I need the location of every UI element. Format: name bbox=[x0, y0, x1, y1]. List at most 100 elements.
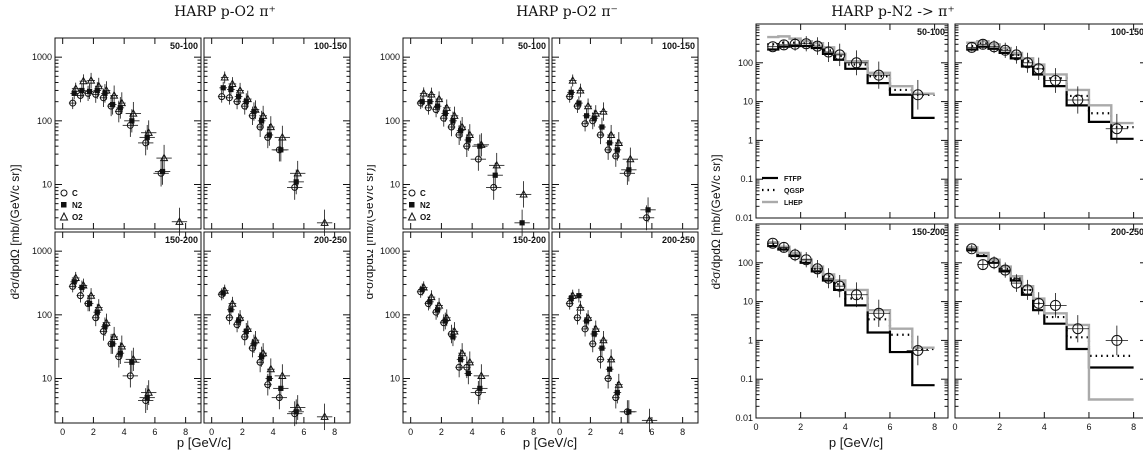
data-point-n2 bbox=[427, 299, 433, 305]
x-tick-label: 2 bbox=[997, 422, 1002, 432]
legend-marker-c bbox=[408, 189, 416, 197]
data-point-o2 bbox=[94, 81, 104, 90]
data-point-n2 bbox=[607, 140, 613, 146]
data-point-n2 bbox=[465, 137, 471, 143]
figure-p-o2-pi-minus: HARP p-O2 π⁻ p [GeV/c] d²σ/dpdΩ [mb/(GeV/… bbox=[362, 0, 727, 459]
data-point-o2 bbox=[320, 412, 329, 420]
data-point-n2 bbox=[450, 334, 456, 340]
data-point-n2 bbox=[129, 118, 135, 124]
y-tick-label: 100 bbox=[738, 258, 753, 268]
data-point-c bbox=[225, 314, 233, 322]
data-point-o2 bbox=[251, 335, 260, 344]
data-point-n2 bbox=[235, 94, 242, 100]
data-point-n2 bbox=[86, 88, 93, 94]
x-tick-label: 6 bbox=[887, 422, 892, 432]
y-axis-label: d²σ/dpdΩ [mb/(GeV/c sr)] bbox=[8, 164, 22, 299]
data-point-harp bbox=[1111, 334, 1123, 346]
panel-200-250: 0 2 4 6 8 200-250 bbox=[952, 223, 1143, 432]
y-tick-label: 1000 bbox=[380, 246, 400, 256]
data-point-harp bbox=[988, 257, 1000, 269]
legend-marker-c bbox=[60, 189, 68, 197]
data-point-o2 bbox=[251, 104, 260, 113]
data-point-n2 bbox=[591, 115, 597, 121]
panel-label: 50-100 bbox=[170, 41, 198, 51]
data-point-o2 bbox=[86, 75, 96, 84]
data-point-harp bbox=[850, 289, 862, 301]
data-point-o2 bbox=[419, 282, 428, 291]
data-point-o2 bbox=[492, 160, 501, 169]
data-point-n2 bbox=[144, 134, 150, 140]
legend-marker-n2 bbox=[61, 202, 67, 208]
data-point-c bbox=[596, 131, 604, 139]
data-point-n2 bbox=[278, 385, 284, 391]
data-point-o2 bbox=[159, 153, 169, 162]
data-point-n2 bbox=[458, 356, 464, 362]
data-point-n2 bbox=[568, 89, 574, 95]
data-point-n2 bbox=[442, 318, 448, 324]
x-tick-label: 6 bbox=[500, 427, 505, 437]
model-line-qgsp bbox=[966, 247, 1134, 357]
data-point-o2 bbox=[519, 189, 528, 198]
data-point-o2 bbox=[129, 354, 138, 363]
x-axis-label: p [GeV/c] bbox=[829, 435, 883, 450]
data-point-o2 bbox=[293, 402, 302, 411]
data-point-harp bbox=[873, 69, 885, 81]
data-point-harp bbox=[1022, 284, 1034, 296]
panel-label: 200-250 bbox=[662, 235, 695, 245]
data-point-c bbox=[581, 325, 589, 333]
panel-frame bbox=[54, 231, 202, 424]
data-point-c bbox=[596, 355, 604, 363]
data-point-harp bbox=[834, 280, 846, 292]
model-line-ftfp bbox=[966, 45, 1134, 140]
data-point-n2 bbox=[465, 370, 471, 377]
x-tick-label: 0 bbox=[753, 422, 758, 432]
data-point-n2 bbox=[458, 128, 464, 134]
data-point-n2 bbox=[117, 105, 123, 111]
y-tick-label: 1000 bbox=[380, 52, 400, 62]
x-tick-label: 2 bbox=[240, 427, 245, 437]
legend-label: C bbox=[420, 189, 426, 198]
data-point-o2 bbox=[235, 313, 245, 321]
y-tick-label: 10 bbox=[743, 97, 753, 107]
data-point-o2 bbox=[583, 313, 593, 321]
panel-label: 200-250 bbox=[1111, 227, 1143, 237]
x-tick-label: 8 bbox=[680, 427, 685, 437]
data-point-c bbox=[225, 94, 233, 102]
data-point-o2 bbox=[599, 106, 608, 115]
data-point-o2 bbox=[293, 168, 302, 177]
data-point-n2 bbox=[110, 101, 116, 108]
panel-200-250: 0 2 4 6 8 200-250 bbox=[203, 231, 351, 437]
data-point-harp bbox=[873, 307, 885, 319]
panel-label: 100-150 bbox=[662, 41, 695, 51]
y-tick-label: 0.1 bbox=[740, 174, 753, 184]
panel-frame bbox=[954, 23, 1143, 219]
data-point-harp bbox=[850, 57, 862, 69]
data-point-o2 bbox=[71, 84, 80, 92]
data-point-o2 bbox=[228, 79, 237, 88]
figure-title: HARP p-O2 π⁻ bbox=[516, 4, 618, 20]
y-tick-label: 100 bbox=[385, 116, 400, 126]
y-tick-label: 0.1 bbox=[740, 374, 753, 384]
y-tick-label: 0.01 bbox=[735, 213, 753, 223]
data-point-n2 bbox=[576, 100, 582, 106]
data-point-o2 bbox=[419, 88, 428, 97]
data-point-o2 bbox=[258, 111, 268, 119]
y-tick-label: 10 bbox=[743, 297, 753, 307]
data-point-o2 bbox=[477, 140, 486, 148]
x-tick-label: 2 bbox=[439, 427, 444, 437]
x-axis-label: p [GeV/c] bbox=[523, 435, 577, 450]
x-tick-label: 4 bbox=[271, 427, 276, 437]
data-point-n2 bbox=[94, 309, 100, 315]
data-point-o2 bbox=[626, 154, 635, 163]
data-point-o2 bbox=[86, 291, 96, 299]
legend-label: N2 bbox=[420, 201, 431, 210]
model-line-ftfp bbox=[767, 44, 935, 120]
data-point-c bbox=[455, 363, 463, 371]
data-point-o2 bbox=[427, 292, 436, 301]
data-point-n2 bbox=[583, 318, 590, 324]
data-point-n2 bbox=[259, 118, 265, 124]
y-tick-label: 10 bbox=[42, 373, 52, 383]
data-point-n2 bbox=[110, 341, 116, 347]
data-point-o2 bbox=[278, 132, 287, 141]
data-point-c bbox=[76, 292, 84, 300]
